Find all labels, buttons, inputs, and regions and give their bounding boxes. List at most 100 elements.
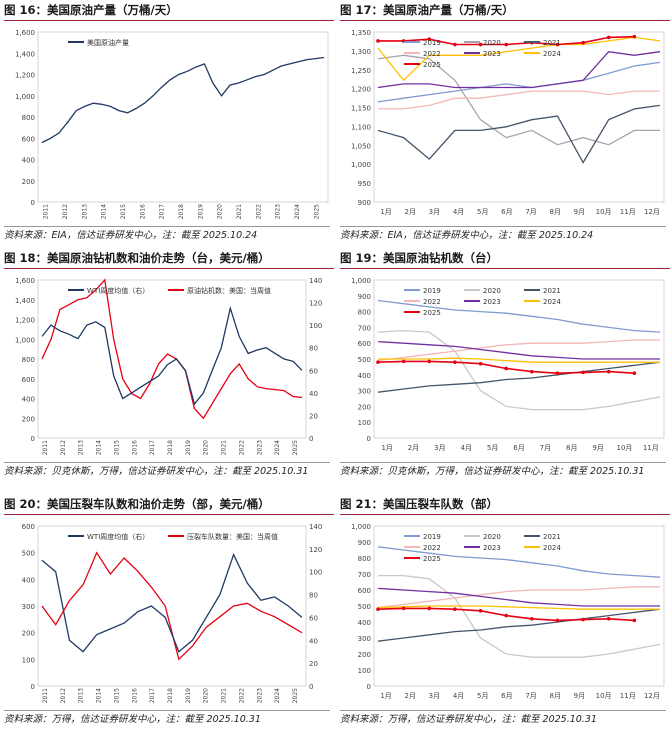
series-line-2022 [378,90,660,110]
series-line-2024 [377,36,661,82]
legend-label: 2021 [543,287,561,295]
series-point [401,359,406,364]
y-tick-label: 500 [358,603,371,611]
series-point [581,40,585,45]
series-line-2021 [377,104,661,164]
series-point [504,42,508,47]
series-point [581,370,585,375]
y-tick-label: 1,600 [15,29,35,37]
y-tick-label: 1,200 [351,86,371,94]
x-tick-label: 2024 [294,204,301,219]
y-tick-label: 1,000 [351,523,371,531]
x-tick-label: 2月 [408,444,419,452]
x-tick-label: 2025 [292,688,299,703]
y2-tick-label: 20 [309,412,318,420]
x-tick-label: 3月 [429,692,440,700]
legend-label: 2022 [423,298,441,306]
x-tick-label: 2015 [120,204,127,219]
x-tick-label: 1月 [381,444,392,452]
series-point [453,607,457,611]
series-line-压裂车队数量 [41,551,303,661]
series-line-美国原油产量 [41,56,325,144]
series-line-2021 [377,361,661,393]
source-note: 资料来源：贝克休斯，万得，信达证券研发中心，注：截至 2025.10.31 [340,462,666,479]
y-tick-label: 600 [22,135,35,143]
y-tick-label: 200 [22,415,35,423]
x-tick-label: 2月 [405,208,416,216]
x-tick-label: 2012 [62,204,69,219]
y2-tick-label: 40 [309,390,318,398]
y-tick-label: 0 [31,199,35,207]
legend-label: 2021 [543,533,561,541]
panel-fig17: 图 17：美国原油产量（万桶/天） 900 950 1,000 1,050 1,100 1… [340,2,670,242]
x-tick-label: 2017 [149,440,156,455]
x-tick-label: 2019 [185,688,192,703]
figure-title: 图 20：美国压裂车队数和油价走势（部，美元/桶） [4,496,334,515]
y-tick-label: 900 [358,539,371,547]
x-tick-label: 2018 [178,204,185,219]
x-tick-label: 2025 [292,440,299,455]
source-note: 资料来源：EIA，信达证券研发中心，注：截至 2025.10.24 [340,226,666,243]
source-note: 资料来源：EIA，信达证券研发中心，注：截至 2025.10.24 [4,226,330,243]
plot-frame [373,31,665,203]
y-tick-label: 1,200 [15,72,35,80]
x-tick-label: 2018 [167,688,174,703]
x-tick-label: 9月 [574,692,585,700]
series-line-原油钻机数 [41,278,303,420]
x-tick-label: 2013 [78,688,85,703]
series-point [478,609,483,613]
legend-label: 2019 [423,287,441,295]
y2-tick-label: 60 [309,614,318,622]
legend-label: 2020 [483,287,501,295]
y-tick-label: 900 [358,293,371,301]
x-tick-label: 5月 [477,208,488,216]
series-point [632,371,637,376]
legend-label: WTI周度均值（右） [87,532,149,541]
x-tick-label: 2017 [149,688,156,703]
y-tick-label: 800 [22,356,35,364]
y-tick-label: 200 [358,403,371,411]
y-tick-label: 300 [22,603,35,611]
x-tick-label: 2025 [313,204,320,219]
plot-frame [373,525,665,687]
x-tick-label: 2014 [101,204,108,219]
x-tick-label: 2024 [274,688,281,703]
x-tick-label: 4月 [461,444,472,452]
y-tick-label: 1,400 [15,50,35,58]
x-tick-label: 2013 [78,440,85,455]
legend-label: 2019 [423,39,441,47]
x-tick-label: 2月 [405,692,416,700]
x-tick-label: 6月 [513,444,524,452]
series-line-2019 [377,61,661,103]
legend-label: 2022 [423,544,441,552]
y-tick-label: 1,000 [15,336,35,344]
series-point [504,366,508,371]
legend-label: 2022 [423,50,441,58]
x-tick-label: 9月 [574,208,585,216]
y-tick-label: 500 [358,356,371,364]
x-tick-label: 10月 [596,692,612,700]
x-tick-label: 1月 [380,692,391,700]
y-tick-label: 700 [358,324,371,332]
x-tick-label: 5月 [487,444,498,452]
y-tick-label: 800 [22,114,35,122]
series-point [453,360,457,364]
y-tick-label: 700 [358,571,371,579]
y-tick-label: 1,150 [351,105,371,113]
x-tick-label: 2015 [113,688,120,703]
y-tick-label: 1,300 [351,48,371,56]
y-tick-label: 1,200 [15,317,35,325]
series-point [478,361,483,366]
panel-fig18: 图 18：美国原油钻机数和油价走势（台，美元/桶） 0 200 400 600 800 1… [4,250,334,490]
chart-fig18: 0 200 400 600 800 1,000 1,200 1,400 1,600 0 20 40 60… [15,277,322,455]
series-line-2020 [378,574,661,658]
source-note: 资料来源：万得，信达证券研发中心，注：截至 2025.10.31 [4,710,330,727]
legend-label: 2023 [483,50,501,58]
x-tick-label: 2013 [81,204,88,219]
chart-fig16: 0 200 400 600 800 1,000 1,200 1,400 1,600 2011 201… [15,29,329,219]
x-tick-label: 5月 [477,692,488,700]
panel-fig16: 图 16：美国原油产量（万桶/天） 0 200 400 600 800 1,000 1,20… [4,2,334,242]
panel-fig21: 图 21：美国压裂车队数（部） 0 100 200 300 400 500 600 700 80… [340,496,670,728]
plot-frame [37,31,329,203]
x-tick-label: 2024 [274,440,281,455]
